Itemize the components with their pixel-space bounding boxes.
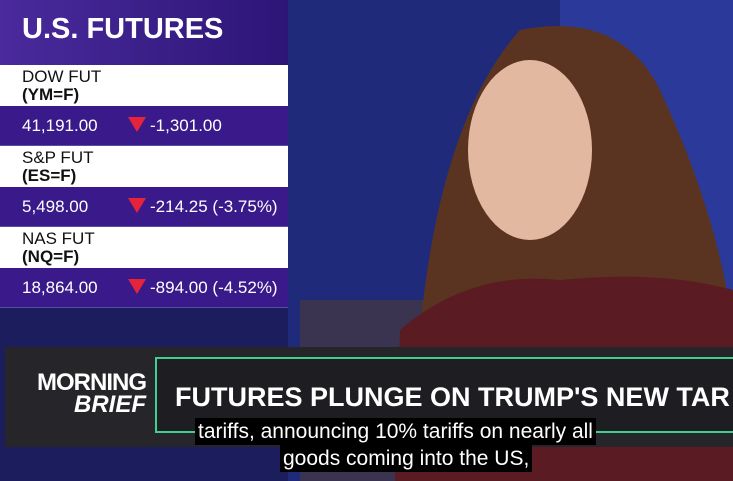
future-price: 18,864.00 xyxy=(22,278,98,297)
future-label: NAS FUT (NQ=F) xyxy=(0,227,288,268)
future-values: 18,864.00 -894.00 (-4.52%) xyxy=(0,268,288,308)
future-percent: (-3.06%) xyxy=(128,156,194,175)
future-price: 41,191.00 xyxy=(22,116,98,135)
future-values: 41,191.00 -1,301.00 (-3.06%) xyxy=(0,106,288,175)
future-change-group: -1,301.00 (-3.06%) xyxy=(128,106,288,186)
future-change: -894.00 xyxy=(150,278,208,297)
future-change: -214.25 xyxy=(150,197,208,216)
down-arrow xyxy=(128,198,146,213)
future-label: S&P FUT (ES=F) xyxy=(0,146,288,187)
future-ticker: (NQ=F) xyxy=(22,247,80,266)
future-values: 5,498.00 -214.25 (-3.75%) xyxy=(0,187,288,227)
future-change: -1,301.00 xyxy=(150,116,222,135)
logo-line: MORNING xyxy=(37,369,147,396)
future-label: DOW FUT (YM=F) xyxy=(0,65,288,106)
future-change-group: -894.00 (-4.52%) xyxy=(128,268,278,308)
future-change-group: -214.25 (-3.75%) xyxy=(128,187,278,227)
caption-line: tariffs, announcing 10% tariffs on nearl… xyxy=(195,418,596,445)
future-name: DOW FUT xyxy=(22,67,102,86)
futures-panel: U.S. FUTURES DOW FUT (YM=F) 41,191.00 -1,30… xyxy=(0,0,288,308)
future-name: NAS FUT xyxy=(22,229,95,248)
down-arrow xyxy=(128,279,146,294)
panel-title: U.S. FUTURES xyxy=(0,0,288,65)
logo-line: BRIEF xyxy=(74,391,146,418)
down-arrow xyxy=(128,117,146,132)
futures-rows: DOW FUT (YM=F) 41,191.00 -1,301.00 (-3.06%)… xyxy=(0,65,288,308)
future-price: 5,498.00 xyxy=(22,197,89,216)
future-name: S&P FUT xyxy=(22,148,94,167)
future-percent: (-4.52%) xyxy=(212,278,278,297)
show-logo: MORNING BRIEF xyxy=(14,369,147,418)
future-ticker: (YM=F) xyxy=(22,85,80,104)
future-ticker: (ES=F) xyxy=(22,166,77,185)
future-percent: (-3.75%) xyxy=(212,197,278,216)
caption-line: goods coming into the US, xyxy=(280,445,533,472)
